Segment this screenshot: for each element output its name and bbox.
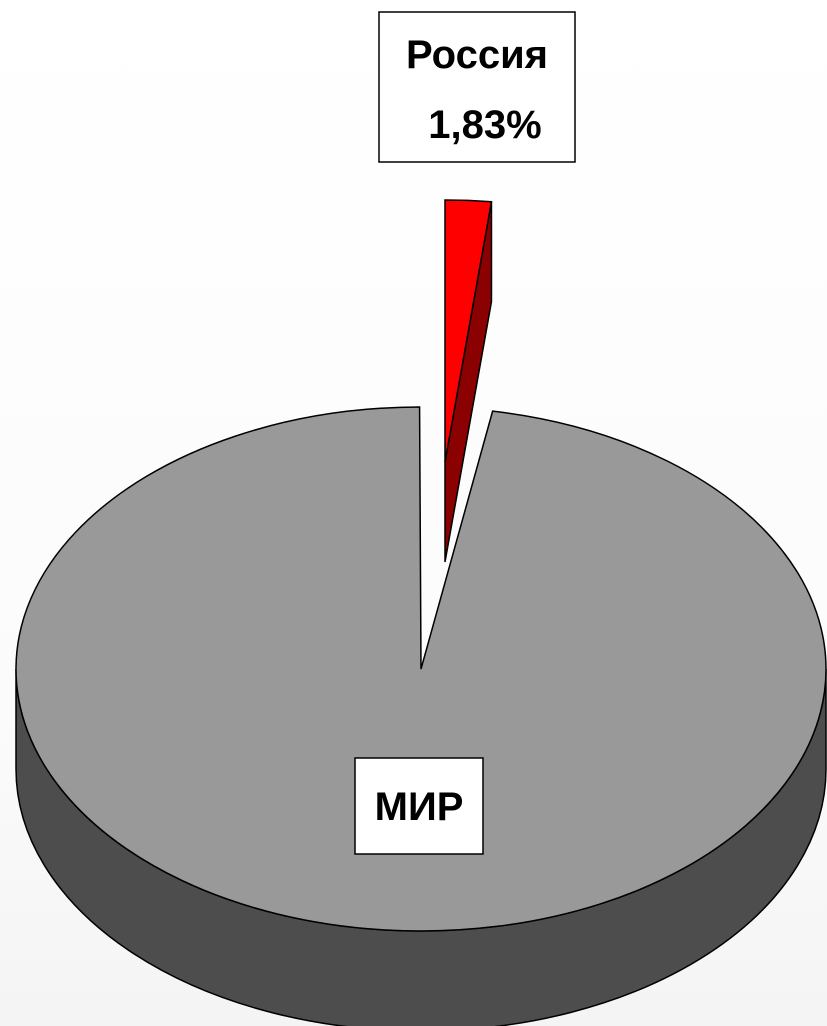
russia-value-label: 1,83% [428, 103, 541, 147]
russia-slice [444, 199, 493, 463]
russia-label-box: Россия 1,83% [378, 11, 576, 163]
world-label: МИР [375, 785, 464, 829]
russia-label: Россия [406, 33, 548, 77]
world-slice [15, 406, 827, 932]
world-label-box: МИР [354, 757, 484, 855]
pie-slices [15, 199, 827, 1026]
